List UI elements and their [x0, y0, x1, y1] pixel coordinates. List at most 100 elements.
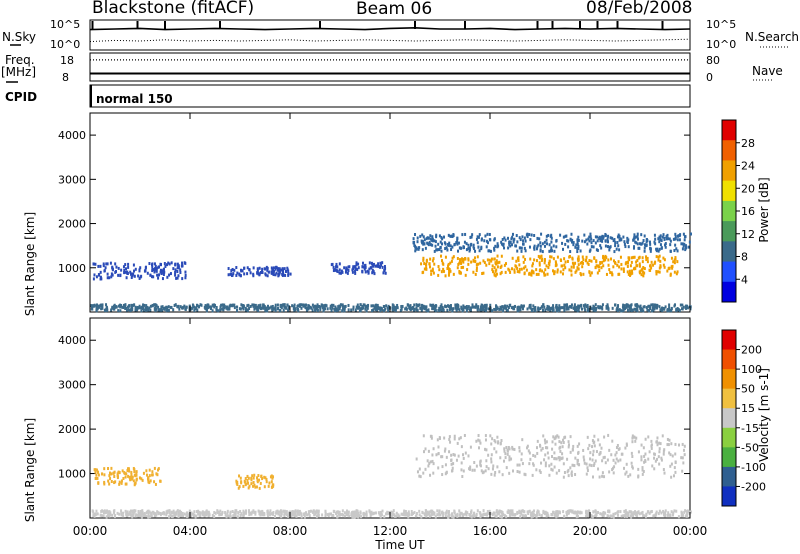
power-panel-cell — [602, 256, 605, 260]
power-panel-cell — [93, 304, 96, 308]
power-panel-cell — [178, 307, 181, 311]
power-panel-cell — [293, 308, 296, 312]
velocity-panel-cell — [670, 475, 673, 479]
velocity-panel-cell — [170, 510, 173, 514]
power-panel-cell — [673, 270, 676, 274]
velocity-panel-cell — [624, 472, 627, 476]
power-panel-cell — [95, 275, 98, 279]
power-panel-cell — [423, 267, 426, 271]
velocity-panel-cell — [542, 434, 545, 438]
power-panel-cell — [280, 268, 283, 272]
velocity-colorbar-swatch-2 — [722, 369, 736, 390]
power-panel-cell — [472, 245, 475, 249]
velocity-panel-cell — [599, 512, 602, 516]
velocity-panel-cell — [544, 461, 547, 465]
power-panel-cell — [645, 240, 648, 244]
power-panel-cell — [377, 305, 380, 309]
power-panel-cell — [586, 305, 589, 309]
velocity-panel-cell — [556, 434, 559, 438]
power-panel-cell — [657, 249, 660, 253]
power-panel-cell — [387, 309, 390, 313]
power-panel-cell — [592, 304, 595, 308]
power-panel-cell — [556, 309, 559, 313]
power-panel-cell — [215, 308, 218, 312]
power-panel-cell — [553, 249, 556, 253]
power-panel-cell — [509, 244, 512, 248]
power-panel-cell — [528, 233, 531, 237]
velocity-panel-cell — [469, 513, 472, 517]
power-panel-cell — [502, 309, 505, 313]
velocity-panel-cell — [567, 443, 570, 447]
velocity-panel-cell — [239, 509, 242, 513]
velocity-panel-cell — [611, 439, 614, 443]
power-panel-cell — [611, 236, 614, 240]
power-panel-cell — [112, 307, 115, 311]
power-panel-cell — [500, 264, 503, 268]
power-panel-cell — [363, 303, 366, 307]
power-panel-cell — [573, 305, 576, 309]
power-panel-cell — [120, 268, 123, 272]
velocity-panel-cell — [177, 512, 180, 516]
power-panel-cell — [441, 237, 444, 241]
velocity-panel-cell — [570, 509, 573, 513]
velocity-panel-cell — [415, 511, 418, 515]
power-panel-cell — [247, 303, 250, 307]
velocity-panel-cell — [326, 513, 329, 517]
power-panel-cell — [287, 271, 290, 275]
power-panel-cell — [391, 306, 394, 310]
power-panel-cell — [345, 267, 348, 271]
power-panel-cell — [124, 263, 127, 267]
power-panel-cell — [166, 275, 169, 279]
power-panel-cell — [167, 305, 170, 309]
power-panel-cell — [468, 248, 471, 252]
velocity-panel-cell — [295, 514, 298, 518]
power-panel-cell — [376, 304, 379, 308]
power-panel-cell — [431, 239, 434, 243]
velocity-panel-cell — [548, 473, 551, 477]
power-panel-cell — [633, 245, 636, 249]
power-panel-cell — [479, 306, 482, 310]
velocity-panel-cell — [345, 509, 348, 513]
power-panel-cell — [586, 309, 589, 313]
power-panel-cell — [467, 305, 470, 309]
velocity-panel-cell — [666, 437, 669, 441]
power-panel-cell — [432, 271, 435, 275]
velocity-panel-cell — [244, 511, 247, 515]
noise-series-0 — [89, 26, 691, 31]
power-panel-cell — [439, 308, 442, 312]
power-panel-cell — [468, 308, 471, 312]
velocity-panel-cell — [585, 514, 588, 518]
velocity-panel-cell — [654, 513, 657, 517]
power-panel-cell — [435, 233, 438, 237]
power-panel-cell — [279, 303, 282, 307]
velocity-panel-cell — [493, 473, 496, 477]
power-panel-cell — [433, 239, 436, 243]
velocity-panel-cell — [269, 475, 272, 479]
power-panel-cell — [504, 238, 507, 242]
power-panel-cell — [446, 266, 449, 270]
power-panel-cell — [155, 267, 158, 271]
velocity-panel-cell — [624, 509, 627, 513]
power-panel-cell — [477, 305, 480, 309]
power-panel-cell — [508, 242, 511, 246]
power-panel-cell — [542, 303, 545, 307]
velocity-panel-cell — [482, 512, 485, 516]
power-panel-cell — [675, 272, 678, 276]
velocity-panel-cell — [145, 469, 148, 473]
power-panel-cell — [134, 308, 137, 312]
power-panel-cell — [638, 270, 641, 274]
power-panel-cell — [230, 272, 233, 276]
power-panel-cell — [645, 237, 648, 241]
power-panel-cell — [616, 306, 619, 310]
power-panel-cell — [174, 263, 177, 267]
power-panel-cell — [392, 304, 395, 308]
power-panel-cell — [97, 264, 100, 268]
velocity-panel-cell — [347, 513, 350, 517]
velocity-panel-cell — [239, 476, 242, 480]
power-panel-cell — [594, 235, 597, 239]
power-panel-cell — [222, 305, 225, 309]
power-panel-cell — [620, 262, 623, 266]
power-panel-cell — [435, 304, 438, 308]
power-panel-cell — [158, 273, 161, 277]
power-panel-cell — [568, 255, 571, 259]
